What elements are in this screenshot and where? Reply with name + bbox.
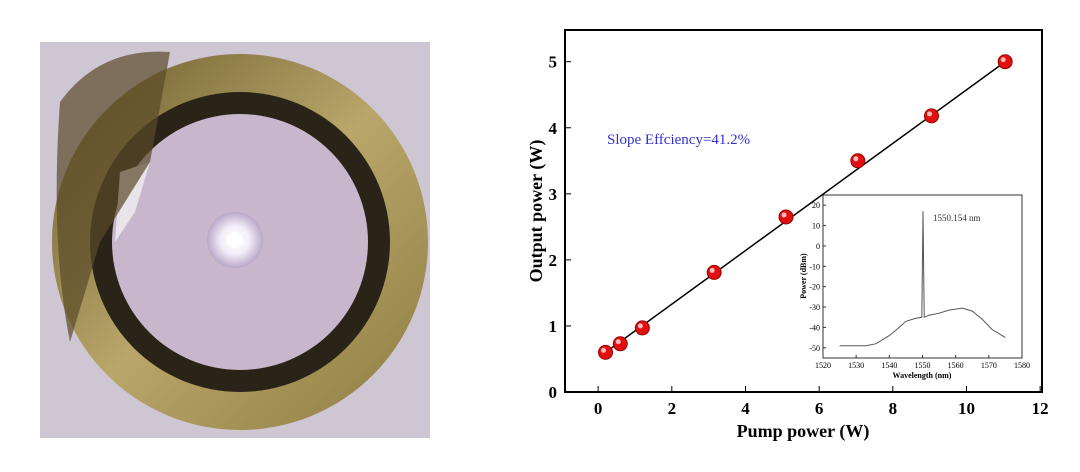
inset-x-label: Wavelength (nm) — [893, 371, 952, 380]
y-tick-label: 1 — [549, 317, 558, 336]
data-point — [598, 344, 614, 360]
x-axis-label: Pump power (W) — [737, 421, 870, 442]
inset-peak-annotation: 1550.154 nm — [933, 213, 981, 223]
x-tick-label: 0 — [594, 399, 603, 418]
x-tick-label: 2 — [668, 399, 677, 418]
inset-y-tick-label: 0 — [816, 242, 820, 251]
fit-line — [605, 61, 1006, 353]
inset-y-label: Power (dBm) — [799, 253, 808, 299]
inset-x-tick-label: 1520 — [815, 361, 831, 370]
y-tick-label: 3 — [549, 185, 558, 204]
x-tick-label: 8 — [889, 399, 898, 418]
x-tick-label: 10 — [958, 399, 975, 418]
y-tick-label: 4 — [549, 119, 558, 138]
data-point — [778, 209, 794, 225]
y-tick-label: 0 — [549, 383, 558, 402]
inset-x-tick-label: 1540 — [881, 361, 897, 370]
inset-y-tick-label: 10 — [812, 222, 820, 231]
y-tick-label: 2 — [549, 251, 558, 270]
y-tick-label: 5 — [549, 53, 558, 72]
inset-x-tick-label: 1550 — [915, 361, 931, 370]
plot-frame — [564, 29, 1043, 393]
inset-x-tick-label: 1530 — [848, 361, 864, 370]
x-tick-label: 12 — [1032, 399, 1049, 418]
data-point — [612, 336, 628, 352]
slope-annotation: Slope Effciency=41.2% — [607, 132, 750, 148]
fiber-cross-section-photo — [40, 42, 430, 438]
inset-x-tick-label: 1580 — [1014, 361, 1030, 370]
inset-x-tick-label: 1570 — [981, 361, 997, 370]
inset-y-tick-label: -20 — [809, 283, 820, 292]
inset-x-tick-label: 1560 — [948, 361, 964, 370]
data-point — [850, 153, 866, 169]
data-point — [634, 320, 650, 336]
inset-y-tick-label: -10 — [809, 262, 820, 271]
inset-y-tick-label: -30 — [809, 303, 820, 312]
data-point — [923, 108, 939, 124]
inset-y-tick-label: 20 — [812, 201, 820, 210]
data-point — [997, 54, 1013, 70]
x-tick-label: 6 — [815, 399, 824, 418]
data-point — [706, 264, 722, 280]
inset-spectrum-line — [839, 211, 1006, 347]
x-tick-label: 4 — [741, 399, 750, 418]
y-axis-label: Output power (W) — [526, 140, 547, 283]
inset-y-tick-label: -40 — [809, 323, 820, 332]
inset-y-tick-label: -50 — [809, 344, 820, 353]
